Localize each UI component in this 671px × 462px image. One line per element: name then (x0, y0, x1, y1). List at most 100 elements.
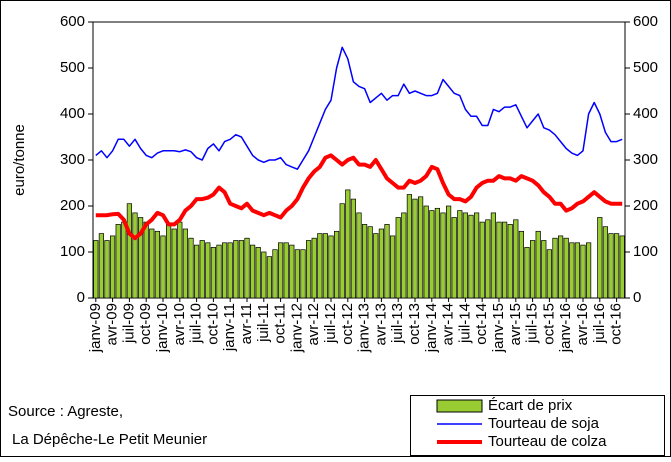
bar (451, 217, 457, 299)
bar (154, 230, 160, 299)
bar (530, 240, 536, 299)
x-tick-label: juil-16 (591, 303, 608, 344)
bar (479, 221, 485, 299)
bar (429, 210, 435, 299)
x-tick-label: janv-15 (490, 303, 507, 353)
bar (311, 237, 317, 299)
bar (199, 240, 205, 299)
bar (608, 233, 614, 299)
bar (93, 240, 99, 299)
y-tick-label: 400 (60, 105, 85, 122)
source-line: La Dépêche-Le Petit Meunier (12, 431, 207, 448)
x-tick-label: avr-12 (305, 303, 322, 346)
x-tick-label: oct-13 (406, 303, 423, 345)
bar (233, 240, 239, 299)
y2-tick-label: 0 (633, 289, 641, 306)
bar (574, 242, 580, 299)
bar (602, 226, 608, 299)
bar (423, 205, 429, 299)
x-tick-label: janv-11 (221, 303, 238, 352)
bar (132, 212, 138, 299)
bar (546, 249, 552, 299)
x-tick-label: oct-10 (204, 303, 221, 345)
bar (166, 224, 172, 299)
x-tick-label: janv-14 (423, 303, 440, 353)
bar (395, 217, 401, 299)
line (95, 153, 623, 241)
bar (160, 235, 166, 299)
bar (261, 251, 267, 299)
y-tick-label: 0 (77, 289, 85, 306)
x-tick-label: janv-13 (356, 303, 373, 353)
bar (524, 247, 530, 299)
x-tick-label: avr-11 (238, 303, 255, 344)
y-tick-label: 100 (60, 243, 85, 260)
bar (569, 242, 575, 299)
bar (412, 198, 418, 299)
bar (586, 242, 592, 299)
x-tick-label: juil-11 (255, 303, 272, 343)
bar (350, 198, 356, 299)
x-tick-label: juil-15 (524, 303, 541, 344)
bar (518, 230, 524, 299)
bar (104, 240, 110, 299)
bar (143, 221, 149, 299)
bar (177, 221, 183, 299)
bar (513, 219, 519, 299)
bar (485, 219, 491, 299)
x-tick-label: oct-15 (540, 303, 557, 345)
bar (300, 249, 306, 299)
bar (322, 233, 328, 299)
x-tick-label: avr-16 (574, 303, 591, 346)
bar (194, 244, 200, 299)
bar (462, 212, 468, 299)
bar (294, 249, 300, 299)
bar (171, 228, 177, 299)
bar (440, 212, 446, 299)
bar (289, 244, 295, 299)
x-tick-label: oct-11 (272, 303, 289, 344)
x-tick-label: avr-09 (104, 303, 121, 346)
bar (272, 249, 278, 299)
bar (110, 235, 116, 299)
y-tick-label: 300 (60, 151, 85, 168)
bar (121, 221, 127, 299)
bar (126, 203, 132, 299)
x-tick-label: janv-10 (154, 303, 171, 353)
bar (502, 221, 508, 299)
bar (227, 242, 233, 299)
bar (216, 244, 222, 299)
bar (328, 235, 334, 299)
y-tick-label: 200 (60, 197, 85, 214)
x-tick-label: juil-13 (389, 303, 406, 344)
bar (138, 217, 144, 299)
y2-tick-label: 600 (633, 13, 658, 30)
x-tick-label: juil-09 (120, 303, 137, 344)
bar (558, 235, 564, 299)
x-tick-label: juil-14 (456, 303, 473, 344)
bar (149, 228, 155, 299)
bar (378, 228, 384, 299)
x-tick-label: janv-09 (87, 303, 104, 353)
bar (250, 244, 256, 299)
bar (306, 240, 312, 299)
bar (238, 240, 244, 299)
bar (334, 230, 340, 299)
bar (597, 217, 603, 299)
bar (244, 237, 250, 299)
bar (496, 221, 502, 299)
bar (390, 235, 396, 299)
bar (278, 242, 284, 299)
y2-tick-label: 300 (633, 151, 658, 168)
legend-label: Tourteau de soja (488, 415, 600, 432)
bar (434, 207, 440, 299)
bar (406, 194, 412, 299)
x-tick-label: janv-12 (288, 303, 305, 353)
x-tick-label: oct-12 (339, 303, 356, 345)
x-tick-label: oct-14 (473, 303, 490, 345)
x-tick-label: juil-10 (188, 303, 205, 344)
bar (182, 228, 188, 299)
bar (339, 203, 345, 299)
x-tick-label: oct-09 (137, 303, 154, 345)
